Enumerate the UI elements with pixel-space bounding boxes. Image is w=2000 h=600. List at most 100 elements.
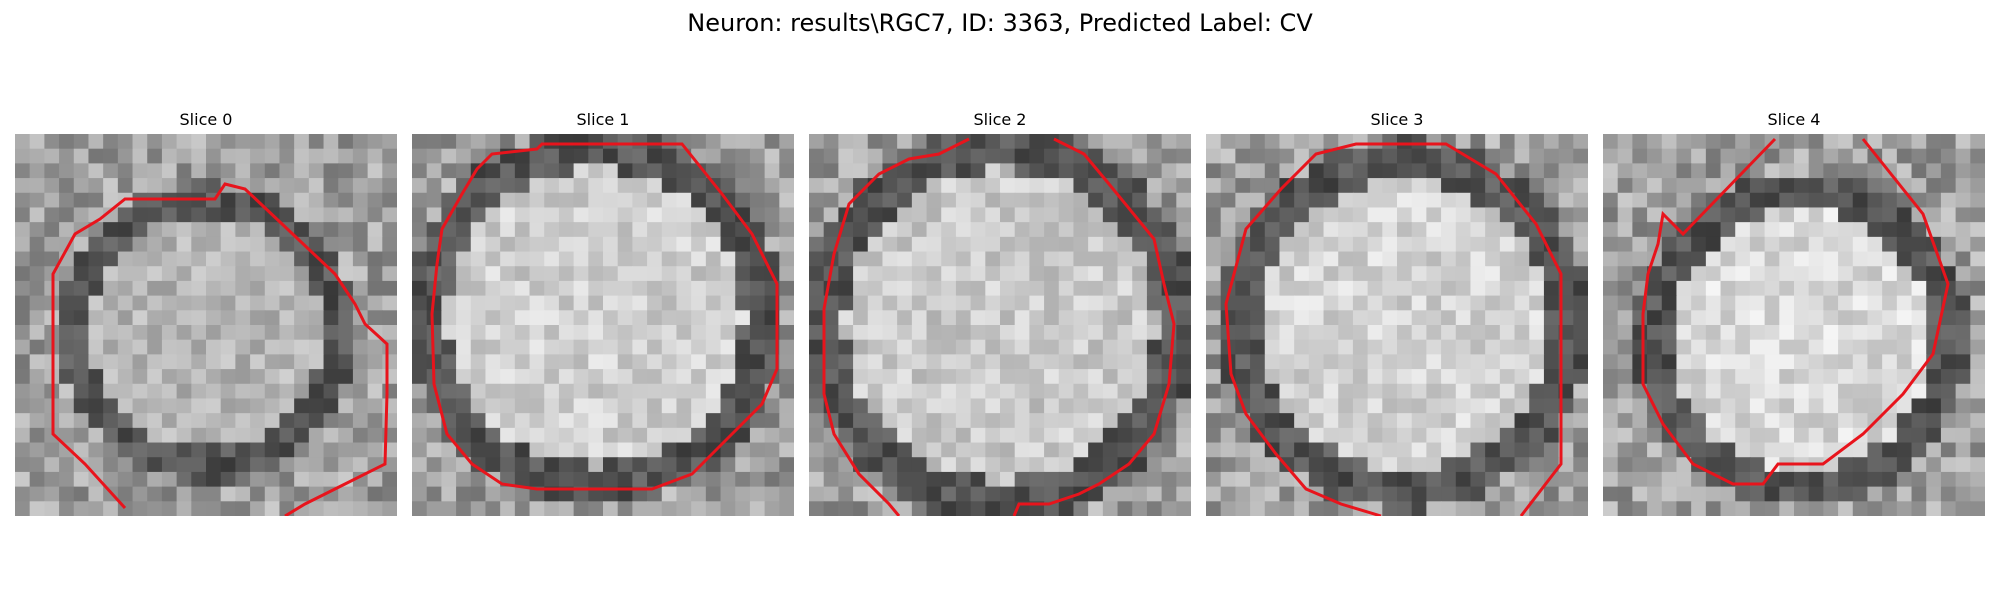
image-pixel bbox=[279, 398, 295, 414]
image-pixel bbox=[1397, 266, 1413, 282]
image-pixel bbox=[544, 369, 560, 385]
image-pixel bbox=[206, 457, 222, 473]
image-pixel bbox=[911, 163, 928, 179]
image-pixel bbox=[294, 207, 310, 223]
image-pixel bbox=[544, 222, 560, 238]
image-pixel bbox=[323, 369, 339, 385]
image-pixel bbox=[132, 354, 148, 370]
image-pixel bbox=[1117, 134, 1133, 150]
image-pixel bbox=[235, 236, 251, 253]
image-pixel bbox=[573, 295, 589, 311]
image-pixel bbox=[1514, 295, 1530, 311]
image-pixel bbox=[661, 178, 678, 194]
image-pixel bbox=[1617, 325, 1633, 341]
image-pixel bbox=[1838, 207, 1854, 223]
image-pixel bbox=[749, 325, 766, 341]
image-pixel bbox=[1794, 398, 1810, 414]
image-pixel bbox=[764, 413, 780, 429]
slice-image-0 bbox=[15, 134, 397, 516]
image-pixel bbox=[809, 207, 825, 223]
image-pixel bbox=[1044, 427, 1060, 444]
image-pixel bbox=[500, 295, 516, 311]
image-pixel bbox=[632, 266, 648, 282]
image-pixel bbox=[1896, 398, 1913, 414]
image-pixel bbox=[1838, 413, 1854, 429]
image-pixel bbox=[1132, 471, 1148, 488]
image-pixel bbox=[1603, 310, 1619, 326]
image-pixel bbox=[1514, 163, 1530, 179]
image-pixel bbox=[441, 398, 457, 414]
image-pixel bbox=[382, 310, 397, 326]
image-pixel bbox=[573, 178, 589, 194]
image-pixel bbox=[647, 457, 663, 473]
image-pixel bbox=[514, 251, 531, 267]
image-pixel bbox=[514, 369, 531, 385]
image-pixel bbox=[514, 398, 531, 414]
image-pixel bbox=[1896, 266, 1913, 282]
image-pixel bbox=[1250, 339, 1266, 355]
image-pixel bbox=[1206, 192, 1222, 209]
image-pixel bbox=[1146, 134, 1163, 150]
image-pixel bbox=[1441, 251, 1457, 267]
image-pixel bbox=[500, 398, 516, 414]
image-pixel bbox=[1220, 486, 1236, 502]
image-pixel bbox=[853, 295, 869, 311]
image-pixel bbox=[1808, 251, 1824, 267]
image-pixel bbox=[897, 325, 913, 341]
image-pixel bbox=[1058, 369, 1075, 385]
image-pixel bbox=[1102, 369, 1119, 385]
image-pixel bbox=[470, 354, 487, 370]
image-pixel bbox=[147, 310, 163, 326]
image-pixel bbox=[661, 398, 678, 414]
image-pixel bbox=[985, 442, 1001, 458]
image-pixel bbox=[1338, 236, 1354, 253]
slice-2-svg bbox=[809, 134, 1191, 516]
image-pixel bbox=[279, 163, 295, 179]
image-pixel bbox=[705, 148, 722, 164]
image-pixel bbox=[1117, 310, 1133, 326]
image-pixel bbox=[1529, 310, 1545, 326]
image-pixel bbox=[1102, 310, 1119, 326]
image-pixel bbox=[705, 325, 722, 341]
image-pixel bbox=[941, 295, 957, 311]
image-pixel bbox=[1338, 325, 1354, 341]
image-pixel bbox=[838, 383, 854, 400]
image-pixel bbox=[691, 192, 707, 209]
image-pixel bbox=[470, 280, 487, 297]
image-pixel bbox=[367, 134, 383, 150]
image-pixel bbox=[955, 251, 972, 267]
image-pixel bbox=[103, 148, 119, 164]
image-pixel bbox=[514, 486, 531, 502]
image-pixel bbox=[456, 207, 472, 223]
image-pixel bbox=[514, 457, 531, 473]
image-pixel bbox=[955, 486, 972, 502]
image-pixel bbox=[1352, 486, 1369, 502]
image-pixel bbox=[1485, 354, 1501, 370]
image-pixel bbox=[985, 413, 1001, 429]
image-pixel bbox=[1117, 280, 1133, 297]
image-pixel bbox=[1735, 266, 1751, 282]
image-pixel bbox=[132, 427, 148, 444]
image-pixel bbox=[1029, 442, 1045, 458]
image-pixel bbox=[279, 471, 295, 488]
image-pixel bbox=[853, 280, 869, 297]
image-pixel bbox=[1367, 251, 1383, 267]
image-pixel bbox=[544, 339, 560, 355]
image-pixel bbox=[985, 369, 1001, 385]
image-pixel bbox=[88, 339, 104, 355]
image-pixel bbox=[220, 413, 236, 429]
image-pixel bbox=[735, 163, 751, 179]
image-pixel bbox=[176, 280, 192, 297]
image-pixel bbox=[279, 354, 295, 370]
image-pixel bbox=[1543, 427, 1560, 444]
image-pixel bbox=[44, 442, 60, 458]
image-pixel bbox=[1279, 280, 1295, 297]
image-pixel bbox=[1338, 310, 1354, 326]
image-pixel bbox=[1529, 471, 1545, 488]
image-pixel bbox=[1603, 325, 1619, 341]
image-pixel bbox=[588, 310, 604, 326]
image-pixel bbox=[1779, 486, 1795, 502]
image-pixel bbox=[1720, 501, 1736, 516]
image-pixel bbox=[1647, 295, 1663, 311]
image-pixel bbox=[1896, 457, 1913, 473]
